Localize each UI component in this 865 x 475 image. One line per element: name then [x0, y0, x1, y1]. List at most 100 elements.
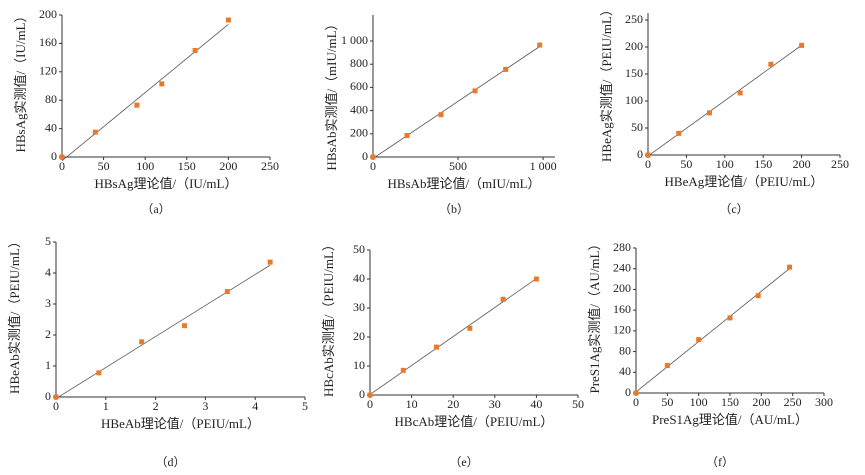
y-tick-label: 120 [613, 323, 631, 337]
x-tick-label: 250 [261, 159, 279, 173]
x-tick-label: 50 [680, 157, 692, 171]
y-tick-label: 250 [625, 12, 643, 26]
point [225, 17, 231, 23]
point [787, 264, 793, 270]
x-tick-label: 30 [489, 397, 501, 411]
y-tick-label: 0 [637, 147, 643, 161]
point [96, 370, 102, 376]
y-axis-label: HBsAb实测值/（mIU/mL） [324, 17, 339, 170]
trend-line [635, 268, 790, 393]
trend-line [55, 264, 271, 399]
x-tick-label: 50 [661, 395, 673, 409]
point [503, 66, 509, 72]
point [768, 61, 774, 67]
point [192, 48, 198, 53]
point [645, 152, 651, 158]
caption: （f） [706, 455, 734, 469]
y-tick-label: 40 [619, 364, 631, 378]
point [159, 81, 165, 87]
y-tick-label: 0 [359, 387, 365, 401]
point [500, 296, 506, 302]
point [706, 110, 712, 116]
x-tick-label: 100 [690, 395, 708, 409]
point [53, 394, 59, 400]
y-tick-label: 2 [45, 327, 51, 341]
caption: （a） [141, 202, 170, 216]
point [59, 154, 65, 160]
point [181, 323, 187, 329]
y-tick-label: 200 [39, 7, 57, 21]
point [370, 154, 376, 160]
y-tick-label: 1 000 [341, 33, 368, 47]
point [799, 42, 805, 48]
trend-line [372, 46, 540, 159]
x-tick-label: 0 [633, 395, 639, 409]
caption: （b） [439, 202, 469, 216]
point [472, 88, 478, 94]
x-tick-label: 0 [370, 159, 376, 173]
y-tick-label: 1 [45, 358, 51, 372]
point [737, 90, 743, 96]
point [139, 339, 145, 345]
y-tick-label: 5 [45, 234, 51, 248]
x-axis-label: PreS1Ag理论值/（AU/mL） [652, 412, 808, 427]
x-tick-label: 200 [219, 159, 237, 173]
point [727, 315, 733, 321]
point [224, 289, 230, 295]
x-tick-label: 40 [530, 397, 542, 411]
x-tick-label: 1 [103, 399, 109, 413]
point [438, 112, 444, 118]
y-tick-label: 200 [625, 39, 643, 53]
caption: （c） [719, 202, 748, 216]
y-tick-label: 50 [353, 242, 365, 256]
x-tick-label: 5 [302, 399, 308, 413]
y-tick-label: 0 [45, 389, 51, 403]
x-tick-label: 200 [752, 395, 770, 409]
x-tick-label: 2 [153, 399, 159, 413]
y-tick-label: 400 [350, 102, 368, 116]
point [400, 367, 406, 373]
point [404, 133, 410, 139]
x-tick-label: 100 [716, 157, 734, 171]
y-tick-label: 40 [353, 271, 365, 285]
x-tick-label: 150 [754, 157, 772, 171]
point [434, 344, 440, 350]
y-tick-label: 30 [353, 300, 365, 314]
x-axis-label: HBcAb理论值/（PEIU/mL） [395, 414, 554, 429]
point [676, 130, 682, 136]
y-tick-label: 80 [45, 92, 57, 106]
y-axis-label: HBeAb实测值/（PEIU/mL） [7, 235, 22, 394]
trend-line [369, 278, 537, 395]
caption: （d） [155, 455, 185, 469]
x-tick-label: 150 [721, 395, 739, 409]
x-tick-label: 0 [53, 399, 59, 413]
y-tick-label: 200 [350, 126, 368, 140]
point [664, 363, 670, 369]
y-tick-label: 240 [613, 260, 631, 274]
x-tick-label: 500 [449, 159, 467, 173]
y-axis-label: HBcAb实测值/（PEIU/mL） [321, 238, 336, 397]
x-tick-label: 250 [784, 395, 802, 409]
x-tick-label: 50 [572, 397, 584, 411]
x-tick-label: 300 [815, 395, 833, 409]
point [755, 293, 761, 299]
y-tick-label: 0 [362, 149, 368, 163]
point [92, 129, 98, 135]
y-tick-label: 40 [45, 120, 57, 134]
y-tick-label: 800 [350, 56, 368, 70]
y-tick-label: 280 [613, 240, 631, 254]
x-tick-label: 100 [136, 159, 154, 173]
x-tick-label: 50 [98, 159, 110, 173]
trend-line [647, 44, 802, 157]
point [537, 42, 543, 48]
y-axis-label: HBsAg实测值/（IU/mL） [13, 9, 28, 152]
x-axis-label: HBsAb理论值/（mIU/mL） [387, 176, 540, 191]
y-tick-label: 10 [353, 358, 365, 372]
y-tick-label: 150 [625, 66, 643, 80]
y-axis-label: PreS1Ag实测值/（AU/mL） [587, 237, 602, 393]
x-tick-label: 20 [447, 397, 459, 411]
x-axis-label: HBeAb理论值/（PEIU/mL） [101, 416, 260, 431]
y-tick-label: 200 [613, 281, 631, 295]
x-tick-label: 0 [59, 159, 65, 173]
